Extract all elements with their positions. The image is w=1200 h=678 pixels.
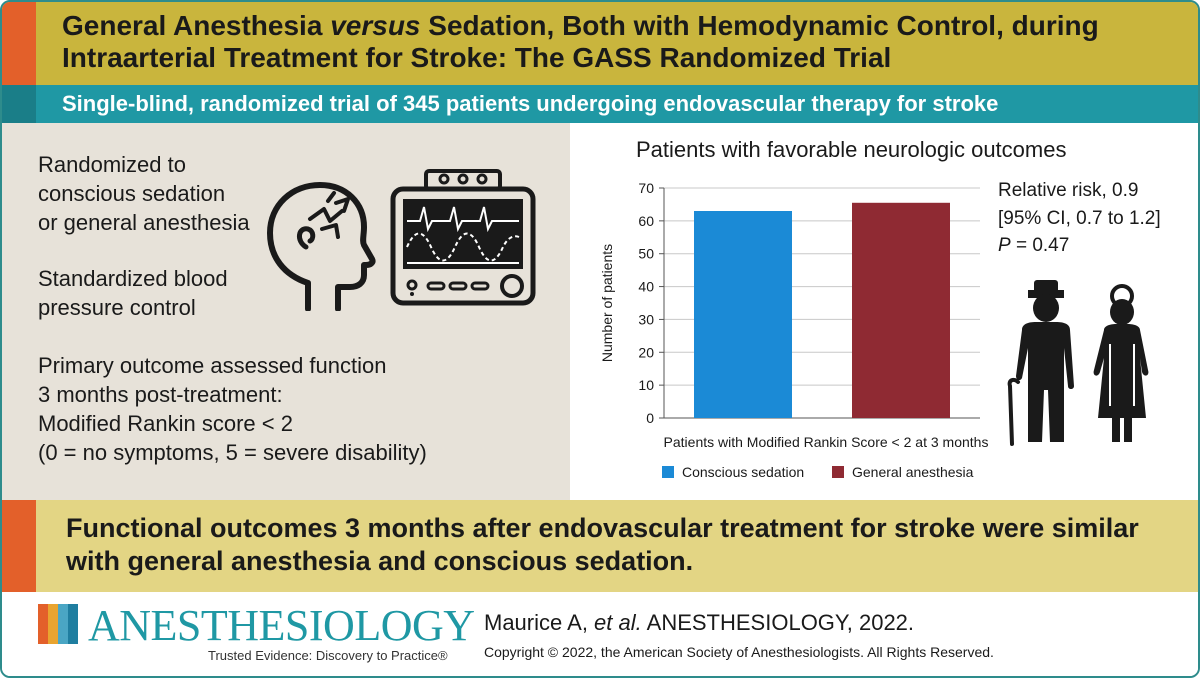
- page-title: General Anesthesia versus Sedation, Both…: [62, 10, 1182, 74]
- confidence-interval: [95% CI, 0.7 to 1.2]: [998, 208, 1161, 229]
- title-part1: General Anesthesia: [62, 10, 323, 41]
- title-bar: General Anesthesia versus Sedation, Both…: [2, 2, 1198, 85]
- y-tick-label: 40: [638, 279, 654, 295]
- y-tick-label: 30: [638, 311, 654, 327]
- method-outcome: Primary outcome assessed function 3 mont…: [38, 351, 427, 467]
- cite-authors: Maurice A,: [484, 610, 595, 635]
- method-line: pressure control: [38, 295, 196, 320]
- p-number: = 0.47: [1010, 235, 1070, 256]
- method-line: Standardized blood: [38, 266, 228, 291]
- title-accent: [2, 2, 36, 85]
- title-part2: Sedation, Both with Hemodynamic Control,…: [62, 10, 1099, 73]
- method-randomized: Randomized to conscious sedation or gene…: [38, 150, 250, 237]
- method-line: conscious sedation: [38, 181, 226, 206]
- y-tick-label: 70: [638, 180, 654, 196]
- legend-label: General anesthesia: [852, 464, 974, 480]
- subtitle-accent: [2, 85, 36, 123]
- subtitle: Single-blind, randomized trial of 345 pa…: [62, 91, 999, 116]
- outcome-bar-chart: 0 10 20 30 40 50 60 70 Number of patients Patient…: [599, 180, 989, 480]
- legend-swatch: [832, 466, 844, 478]
- journal-logo-icon: [38, 604, 78, 644]
- legend-label: Conscious sedation: [682, 464, 804, 480]
- conclusion-accent: [2, 500, 36, 592]
- journal-tagline: Trusted Evidence: Discovery to Practice®: [208, 648, 448, 663]
- chart-title: Patients with favorable neurologic outco…: [636, 137, 1067, 162]
- conclusion: Functional outcomes 3 months after endov…: [66, 513, 1139, 576]
- bar-conscious-sedation: [694, 211, 792, 418]
- y-tick-label: 60: [638, 213, 654, 229]
- method-bp: Standardized blood pressure control: [38, 264, 228, 322]
- footer: ANESTHESIOLOGY Trusted Evidence: Discove…: [2, 592, 1198, 676]
- y-tick-label: 10: [638, 377, 654, 393]
- relative-risk: Relative risk, 0.9: [998, 180, 1139, 201]
- patient-monitor-icon: [390, 169, 536, 306]
- y-tick-label: 20: [638, 344, 654, 360]
- method-line: Randomized to: [38, 152, 186, 177]
- method-line: or general anesthesia: [38, 210, 250, 235]
- head-brain-icon: [267, 182, 376, 311]
- cite-journal: ANESTHESIOLOGY, 2022.: [641, 610, 915, 635]
- y-tick-label: 50: [638, 246, 654, 262]
- p-label: P: [998, 235, 1011, 256]
- journal-logo: ANESTHESIOLOGY: [88, 601, 475, 650]
- citation: Maurice A, et al. ANESTHESIOLOGY, 2022.: [484, 610, 914, 636]
- legend-swatch: [662, 466, 674, 478]
- method-line: 3 months post-treatment:: [38, 382, 283, 407]
- x-axis-label: Patients with Modified Rankin Score < 2 …: [664, 434, 989, 450]
- cite-etal: et al.: [594, 610, 642, 635]
- y-tick-label: 0: [646, 410, 654, 426]
- elderly-couple-icon: [1007, 280, 1149, 446]
- methods-panel: Randomized to conscious sedation or gene…: [2, 123, 570, 500]
- copyright: Copyright © 2022, the American Society o…: [484, 644, 994, 660]
- conclusion-bar: Functional outcomes 3 months after endov…: [2, 500, 1198, 592]
- title-versus: versus: [330, 10, 421, 41]
- method-line: Modified Rankin score < 2: [38, 411, 293, 436]
- y-axis-label: Number of patients: [599, 244, 615, 362]
- p-value: P = 0.47: [998, 235, 1069, 257]
- method-line: Primary outcome assessed function: [38, 353, 387, 378]
- subtitle-bar: Single-blind, randomized trial of 345 pa…: [2, 85, 1198, 123]
- bar-general-anesthesia: [852, 202, 950, 418]
- method-line: (0 = no symptoms, 5 = severe disability): [38, 440, 427, 465]
